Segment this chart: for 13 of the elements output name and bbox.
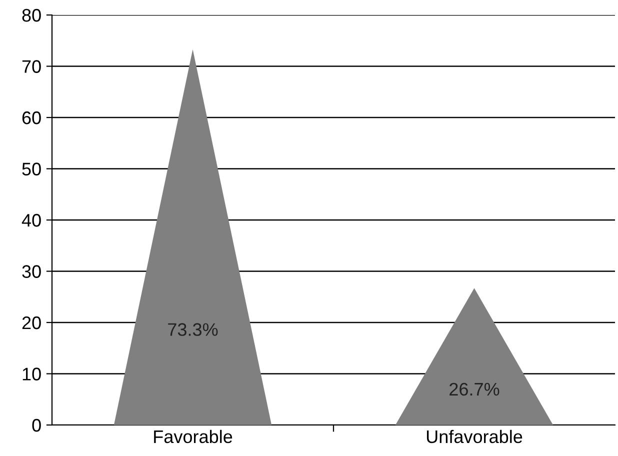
y-tick-label: 30 [22, 265, 41, 278]
y-tick-label: 60 [22, 111, 41, 124]
data-label: 73.3% [168, 323, 218, 336]
y-tick-label: 0 [32, 418, 41, 432]
y-tick-label: 80 [22, 8, 41, 22]
y-tick-label: 10 [22, 368, 41, 380]
y-tick-label: 70 [22, 60, 41, 73]
y-tick-label: 40 [22, 214, 41, 227]
y-tick-label: 20 [22, 316, 41, 330]
x-tick-label: Unfavorable [426, 430, 522, 444]
y-tick-label: 50 [22, 162, 41, 176]
data-label: 26.7% [450, 382, 500, 396]
x-tick-label: Favorable [154, 430, 232, 444]
